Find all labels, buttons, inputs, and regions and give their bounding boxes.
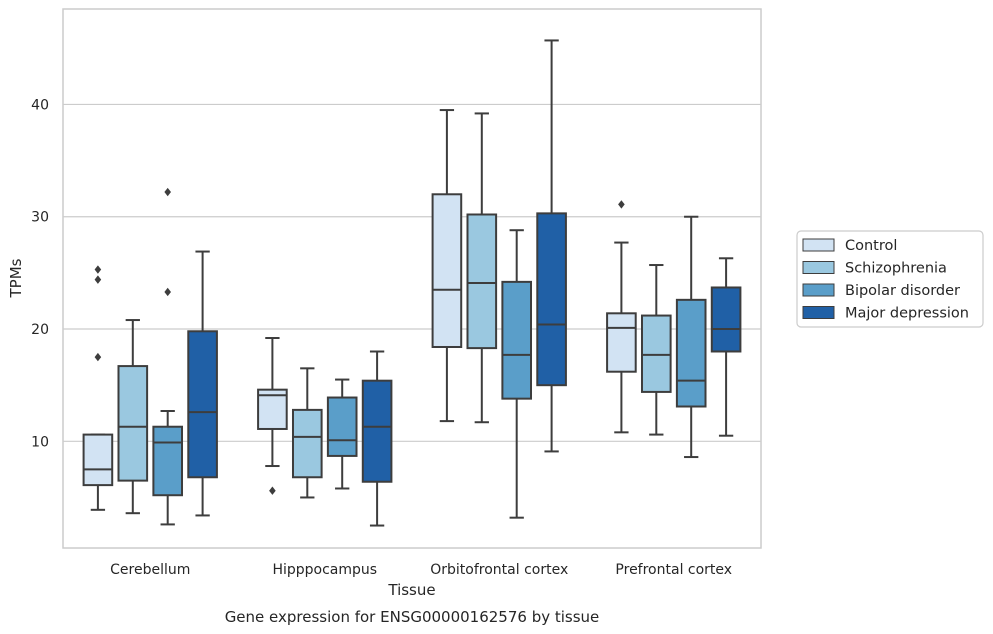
outlier-point — [94, 352, 102, 362]
box-3-2 — [536, 39, 567, 453]
legend-swatch — [802, 238, 835, 252]
plot-frame — [62, 8, 762, 549]
box-body — [606, 312, 637, 373]
legend-label: Control — [845, 238, 897, 254]
plot-area-border — [62, 8, 762, 549]
box-body — [291, 408, 323, 479]
series-3 — [187, 39, 742, 527]
box-body — [152, 425, 184, 497]
box-body — [710, 286, 742, 353]
y-axis-ticks: 10 20 30 40 — [31, 97, 49, 450]
box-2-1 — [326, 378, 358, 490]
legend-swatch — [802, 283, 835, 297]
x-tick-label-1: Hipppocampus — [272, 562, 377, 578]
box-2-2 — [501, 229, 533, 519]
series-0 — [82, 109, 637, 511]
y-axis-title: TPMs — [7, 258, 25, 298]
y-tick-label-40: 40 — [31, 97, 49, 113]
legend-label: Schizophrenia — [845, 261, 947, 277]
box-1-0 — [117, 319, 149, 515]
box-body — [536, 212, 567, 387]
box-1-2 — [466, 112, 498, 424]
box-3-3 — [710, 257, 742, 437]
series-2 — [152, 187, 707, 526]
box-2-0 — [152, 187, 184, 526]
y-tick-label-10: 10 — [31, 434, 49, 450]
legend-item-1: Schizophrenia — [802, 261, 947, 277]
box-body — [117, 365, 149, 482]
legend-label: Major depression — [845, 306, 969, 322]
box-0-1 — [257, 337, 288, 495]
box-body — [326, 396, 358, 457]
outlier-point — [164, 287, 171, 297]
legend-item-3: Major depression — [802, 306, 969, 322]
box-body — [431, 193, 463, 348]
box-0-2 — [431, 109, 463, 423]
box-body — [501, 280, 533, 400]
legend-item-0: Control — [802, 238, 897, 254]
legend-item-2: Bipolar disorder — [802, 283, 960, 299]
legend: Control Schizophrenia Bipolar disorder Majo… — [796, 230, 984, 328]
box-1-1 — [291, 367, 323, 499]
outlier-point — [618, 200, 625, 209]
series-1 — [117, 112, 672, 515]
y-tick-label-30: 30 — [31, 210, 49, 226]
x-axis-title: Tissue — [387, 581, 435, 599]
legend-swatch — [802, 306, 835, 319]
box-body — [675, 298, 707, 408]
box-body — [82, 433, 114, 487]
legend-label: Bipolar disorder — [845, 283, 960, 299]
box-0-0 — [82, 265, 114, 511]
box-2-3 — [675, 215, 707, 459]
x-tick-label-2: Orbitofrontal cortex — [430, 562, 568, 578]
legend-swatch — [802, 261, 835, 274]
box-body — [640, 314, 672, 393]
x-tick-label-3: Prefrontal cortex — [615, 562, 732, 578]
legend-frame — [796, 230, 984, 328]
box-0-3 — [606, 200, 637, 434]
box-body — [361, 379, 393, 483]
y-tick-label-20: 20 — [31, 322, 49, 338]
box-1-3 — [640, 264, 672, 436]
x-tick-label-0: Cerebellum — [110, 562, 190, 578]
chart-caption: Gene expression for ENSG00000162576 by t… — [225, 608, 600, 626]
box-3-0 — [187, 250, 218, 517]
outlier-point — [269, 486, 276, 495]
outlier-point — [94, 275, 102, 284]
box-series-group — [82, 39, 742, 527]
box-body — [187, 330, 218, 479]
outlier-point — [164, 187, 171, 197]
box-3-1 — [361, 350, 393, 527]
x-axis-ticks: Cerebellum Hipppocampus Orbitofrontal cort… — [110, 562, 732, 578]
box-body — [466, 213, 498, 350]
outlier-point — [94, 265, 102, 274]
